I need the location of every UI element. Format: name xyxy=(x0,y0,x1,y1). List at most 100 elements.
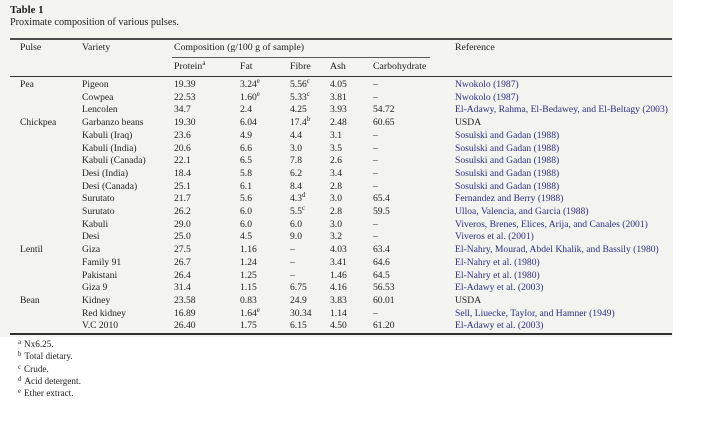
cell-carbohydrate: 60.01 xyxy=(373,294,395,306)
column-header-reference: Reference xyxy=(455,42,495,53)
table-row: Family 91 26.7 1.24 – 3.41 64.6 El-Nahry et al… xyxy=(10,257,672,270)
cell-protein: 16.89 xyxy=(174,307,196,319)
cell-carbohydrate: 54.72 xyxy=(373,104,395,116)
cell-carbohydrate: – xyxy=(373,307,378,319)
cell-reference-link[interactable]: El-Nahry, Mourad, Abdel Khalik, and Bass… xyxy=(455,244,659,256)
cell-fat: 4.9 xyxy=(240,129,252,141)
cell-protein: 19.39 xyxy=(174,79,196,90)
cell-reference-link[interactable]: Sosulski and Gadan (1988) xyxy=(455,167,560,179)
footnote-a: a Nx6.25. xyxy=(18,338,54,350)
cell-fibre: 17.4b xyxy=(290,116,311,129)
cell-fat: 3.24e xyxy=(240,78,260,90)
footnote-letter: a xyxy=(18,339,22,346)
table-row: V.C 2010 26.40 1.75 6.15 4.50 61.20 El-Adawy e… xyxy=(10,320,672,333)
cell-carbohydrate: 64.6 xyxy=(373,256,390,268)
cell-reference-link[interactable]: Sosulski and Gadan (1988) xyxy=(455,142,560,154)
cell-protein: 26.7 xyxy=(174,256,191,268)
cell-protein: 25.0 xyxy=(174,231,191,243)
cell-variety: Cowpea xyxy=(82,91,114,103)
cell-fibre: 30.34 xyxy=(290,307,312,319)
cell-protein: 22.1 xyxy=(174,155,191,167)
cell-fat: 1.24 xyxy=(240,256,257,268)
cell-variety: Kidney xyxy=(82,294,111,306)
table-row: Kabuli 29.0 6.0 6.0 3.0 – Viveros, Brenes, Eli… xyxy=(10,219,672,232)
table-row: Surutato 26.2 6.0 5.5c 2.8 59.5 Ulloa, Valenci… xyxy=(10,205,672,219)
cell-reference-link[interactable]: Viveros et al. (2001) xyxy=(455,231,534,243)
cell-reference-link[interactable]: El-Nahry et al. (1980) xyxy=(455,256,540,268)
cell-protein: 23.58 xyxy=(174,294,196,306)
footnote-letter: e xyxy=(18,388,22,396)
cell-reference-link[interactable]: Fernandez and Berry (1988) xyxy=(455,193,564,205)
table-row: Kabuli (Canada) 22.1 6.5 7.8 2.6 – Sosulski an… xyxy=(10,155,672,168)
cell-fibre: 5.33c xyxy=(290,90,310,103)
cell-fat: 6.0 xyxy=(240,218,252,230)
cell-carbohydrate: – xyxy=(373,231,378,243)
table-row: Surutato 21.7 5.6 4.3d 3.0 65.4 Fernandez and … xyxy=(10,192,672,206)
cell-protein: 26.2 xyxy=(174,206,191,217)
cell-protein: 23.6 xyxy=(174,129,191,141)
footnote-d: d Acid detergent. xyxy=(18,375,81,387)
cell-variety: Desi xyxy=(82,231,100,243)
cell-variety: Giza 9 xyxy=(82,282,108,294)
footnote-marker: c xyxy=(306,78,310,85)
cell-reference-link[interactable]: Viveros, Brenes, Elices, Arija, and Cana… xyxy=(455,218,648,230)
cell-carbohydrate: – xyxy=(373,79,378,90)
table-row: Desi (India) 18.4 5.8 6.2 3.4 – Sosulski and G… xyxy=(10,168,672,181)
cell-carbohydrate: 61.20 xyxy=(373,320,395,332)
column-header-carbohydrate: Carbohydrate xyxy=(373,61,427,72)
footnote-letter: d xyxy=(18,375,22,383)
table-row: Desi 25.0 4.5 9.0 3.2 – Viveros et al. (2001) xyxy=(10,231,672,244)
cell-reference-link[interactable]: Sosulski and Gadan (1988) xyxy=(455,129,560,141)
cell-carbohydrate: 63.4 xyxy=(373,244,390,256)
cell-fat: 1.60e xyxy=(240,90,260,103)
cell-reference-link[interactable]: Sosulski and Gadan (1988) xyxy=(455,155,560,167)
footnote-text: Crude. xyxy=(24,363,49,374)
cell-reference-link[interactable]: Ulloa, Valencia, and Garcia (1988) xyxy=(455,206,589,217)
cell-ash: 4.50 xyxy=(330,320,347,332)
cell-reference-link[interactable]: El-Adawy et al. (2003) xyxy=(455,282,544,294)
cell-reference-link[interactable]: El-Adawy, Rahma, El-Bedawey, and El-Belt… xyxy=(455,104,668,116)
cell-variety: Pigeon xyxy=(82,79,109,90)
cell-variety: Kabuli (Iraq) xyxy=(82,129,133,141)
cell-reference-link[interactable]: Sosulski and Gadan (1988) xyxy=(455,180,560,192)
cell-fat: 1.15 xyxy=(240,282,257,294)
cell-variety: Kabuli (Canada) xyxy=(82,155,146,167)
cell-variety: Desi (India) xyxy=(82,167,129,179)
cell-protein: 19.30 xyxy=(174,117,196,129)
cell-carbohydrate: – xyxy=(373,129,378,141)
footnote-letter: b xyxy=(18,351,22,359)
footnote-marker: e xyxy=(256,90,260,98)
cell-fat: 6.1 xyxy=(240,180,252,192)
cell-pulse: Pea xyxy=(20,79,34,90)
table-caption-label: Table 1 xyxy=(10,4,44,16)
cell-variety: Lencolen xyxy=(82,104,118,116)
cell-fibre: 24.9 xyxy=(290,294,307,306)
cell-reference-link[interactable]: Nwokolo (1987) xyxy=(455,79,519,90)
cell-ash: 3.93 xyxy=(330,104,347,116)
cell-ash: 1.46 xyxy=(330,269,347,281)
cell-carbohydrate: – xyxy=(373,91,378,103)
column-group-header-composition: Composition (g/100 g of sample) xyxy=(174,42,305,53)
cell-variety: Surutato xyxy=(82,193,115,205)
cell-fat: 1.64e xyxy=(240,306,260,319)
cell-fibre: 8.4 xyxy=(290,180,302,192)
table-row: Cowpea 22.53 1.60e 5.33c 3.81 – Nwokolo (1987) xyxy=(10,90,672,105)
protein-footnote-marker: a xyxy=(202,60,206,67)
footnote-marker: e xyxy=(256,306,260,314)
cell-carbohydrate: 56.53 xyxy=(373,282,395,294)
column-header-ash: Ash xyxy=(330,61,346,72)
cell-ash: 4.05 xyxy=(330,79,347,90)
table-row: Red kidney 16.89 1.64e 30.34 1.14 – Sell, Liue… xyxy=(10,306,672,321)
cell-reference-link[interactable]: El-Adawy et al. (2003) xyxy=(455,320,544,332)
cell-protein: 26.4 xyxy=(174,269,191,281)
cell-carbohydrate: 60.65 xyxy=(373,117,395,129)
cell-reference-link[interactable]: Nwokolo (1987) xyxy=(455,91,519,103)
cell-fibre: 6.75 xyxy=(290,282,307,294)
footnote-marker: e xyxy=(256,78,260,85)
cell-fat: 5.8 xyxy=(240,167,252,179)
cell-fibre: 7.8 xyxy=(290,155,302,167)
cell-protein: 31.4 xyxy=(174,282,191,294)
cell-reference-link[interactable]: El-Nahry et al. (1980) xyxy=(455,269,540,281)
cell-reference-link[interactable]: Sell, Liuecke, Taylor, and Hamner (1949) xyxy=(455,307,615,319)
